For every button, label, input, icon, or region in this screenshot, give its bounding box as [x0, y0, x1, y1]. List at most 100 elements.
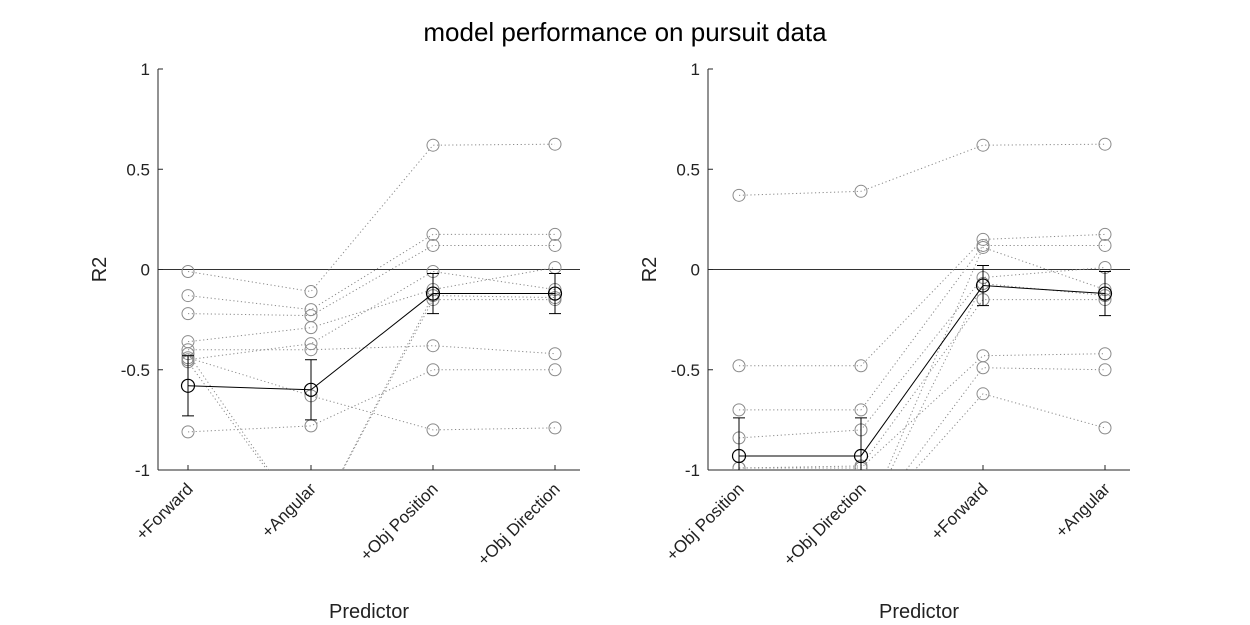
- x-tick-label: +Forward: [132, 479, 197, 544]
- subject-point: [181, 425, 195, 439]
- subject-point: [732, 188, 746, 202]
- x-tick-label: +Forward: [927, 479, 992, 544]
- subject-line: [738, 266, 1106, 439]
- mean-point: [731, 448, 747, 464]
- subject-point: [548, 347, 562, 361]
- subject-point: [976, 232, 990, 246]
- subject-point: [733, 524, 745, 536]
- subject-line: [188, 345, 556, 355]
- subject-point: [426, 363, 440, 377]
- mean-line: [187, 293, 555, 391]
- subject-point: [426, 423, 440, 437]
- subject-point: [305, 524, 317, 536]
- subject-point: [548, 238, 562, 252]
- subject-point: [855, 524, 867, 536]
- subject-point: [733, 524, 745, 536]
- subject-line: [739, 233, 1106, 367]
- subject-point: [1098, 227, 1112, 241]
- x-tick-label: +Angular: [258, 479, 320, 541]
- y-tick-label: -1: [135, 461, 150, 480]
- x-axis-label: Predictor: [879, 601, 959, 623]
- y-tick-label: 1: [691, 60, 700, 79]
- subject-line: [187, 233, 555, 311]
- mean-point: [1097, 286, 1113, 301]
- y-tick-label: 0.5: [676, 160, 700, 179]
- subject-point: [1098, 238, 1112, 252]
- subject-line: [187, 357, 556, 431]
- y-tick-label: -0.5: [121, 361, 150, 380]
- subject-point: [976, 361, 990, 375]
- subject-point: [733, 524, 745, 536]
- subject-line: [905, 367, 1106, 470]
- subject-point: [976, 349, 990, 363]
- y-tick-label: 0: [141, 261, 150, 280]
- y-axis-label: R2: [639, 257, 661, 283]
- x-tick-label: +Obj Direction: [474, 479, 564, 569]
- mean-point: [180, 378, 196, 393]
- mean-point: [303, 382, 319, 397]
- left-panel: -1 -0.5 0 0.5 1 +Forward +Angular +Obj Position…: [89, 60, 580, 623]
- mean-point: [425, 286, 441, 301]
- subject-point: [305, 524, 317, 536]
- x-tick-label: +Angular: [1052, 479, 1114, 541]
- subject-point: [426, 138, 440, 152]
- subject-point: [733, 524, 745, 536]
- right-panel: -1 -0.5 0 0.5 1 +Obj Position +Obj Direction +F…: [639, 60, 1130, 623]
- subject-point: [548, 260, 562, 274]
- subject-line: [739, 353, 1106, 469]
- subject-point: [548, 137, 562, 151]
- subject-point: [1098, 347, 1112, 361]
- data-layer: [180, 137, 563, 536]
- x-tick-label: +Obj Position: [663, 479, 748, 564]
- subject-point: [548, 363, 562, 377]
- subject-point: [732, 359, 746, 373]
- subject-line: [187, 270, 556, 361]
- subject-point: [426, 227, 440, 241]
- subject-point: [1098, 363, 1112, 377]
- subject-line: [738, 299, 1105, 469]
- mean-point: [975, 278, 991, 293]
- subject-point: [976, 240, 990, 254]
- subject-point: [548, 421, 562, 435]
- subject-point: [976, 138, 990, 152]
- subject-point: [181, 307, 195, 321]
- mean-point: [547, 286, 563, 301]
- x-axis-label: Predictor: [329, 601, 409, 623]
- subject-line: [890, 283, 1106, 470]
- subject-line: [187, 369, 555, 433]
- subject-point: [1098, 137, 1112, 151]
- subject-point: [304, 321, 318, 335]
- y-tick-label: 0: [691, 261, 700, 280]
- figure-title: model performance on pursuit data: [423, 17, 827, 47]
- y-tick-label: -1: [685, 461, 700, 480]
- subject-point: [304, 303, 318, 317]
- subject-point: [304, 337, 318, 351]
- subject-point: [855, 524, 867, 536]
- subject-point: [304, 285, 318, 299]
- subject-point: [181, 265, 195, 279]
- subject-point: [1098, 421, 1112, 435]
- subject-line: [187, 295, 556, 470]
- x-tick-label: +Obj Direction: [780, 479, 870, 569]
- subject-point: [854, 359, 868, 373]
- subject-line: [187, 267, 556, 343]
- subject-point: [304, 343, 318, 357]
- x-tick-label: +Obj Position: [357, 479, 442, 564]
- y-tick-label: 0.5: [126, 160, 150, 179]
- y-tick-label: -0.5: [671, 361, 700, 380]
- subject-line: [187, 244, 555, 317]
- subject-point: [426, 238, 440, 252]
- subject-point: [854, 184, 868, 198]
- subject-line: [187, 299, 555, 470]
- subject-point: [732, 403, 746, 417]
- y-axis-label: R2: [89, 257, 111, 283]
- subject-line: [738, 143, 1106, 196]
- mean-point: [853, 448, 869, 464]
- subject-point: [854, 403, 868, 417]
- subject-line: [739, 244, 1105, 411]
- y-tick-label: 1: [141, 60, 150, 79]
- subject-point: [976, 387, 990, 401]
- subject-point: [426, 339, 440, 353]
- subject-line: [914, 393, 1106, 470]
